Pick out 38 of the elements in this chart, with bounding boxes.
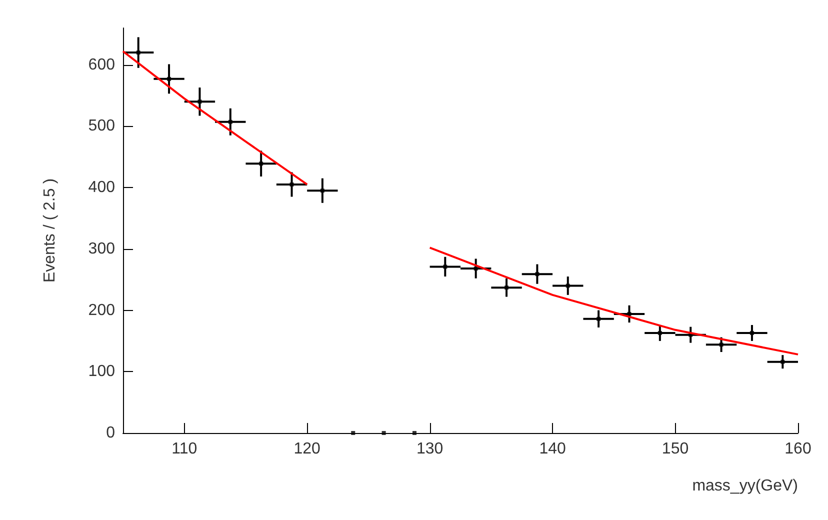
point [658,330,662,335]
y-tick-label: 600 [88,56,116,74]
x-axis-title: mass_yy(GeV) [692,478,798,494]
point [351,431,356,435]
x-tick-label: 110 [172,440,198,458]
point [412,431,416,435]
y-axis-title: Events / ( 2.5 ) [42,178,58,283]
point [627,312,632,316]
point [474,266,478,271]
y-tick-label: 0 [106,424,116,442]
point [535,272,540,276]
point [136,50,140,55]
point [290,182,294,186]
y-tick-label: 100 [88,363,116,380]
x-tick-label: 140 [539,440,566,458]
point [566,284,570,288]
y-tick-label: 200 [88,302,116,319]
line-series [122,50,308,186]
y-tick-label: 500 [88,118,116,135]
point [259,162,264,166]
x-tick-label: 150 [662,440,689,458]
y-tick-label: 400 [88,179,116,196]
point [750,330,754,335]
point [719,342,724,347]
point [780,360,785,364]
point [198,100,202,104]
line-series [428,246,799,356]
point [228,120,232,124]
point [596,316,601,321]
point [504,286,509,290]
point [443,264,448,269]
point [320,188,324,193]
x-tick-label: 160 [784,440,812,458]
x-tick-label: 130 [416,440,444,458]
y-tick-label: 300 [88,240,116,258]
point [167,76,172,81]
point [382,431,386,435]
x-tick-label: 120 [294,440,321,458]
